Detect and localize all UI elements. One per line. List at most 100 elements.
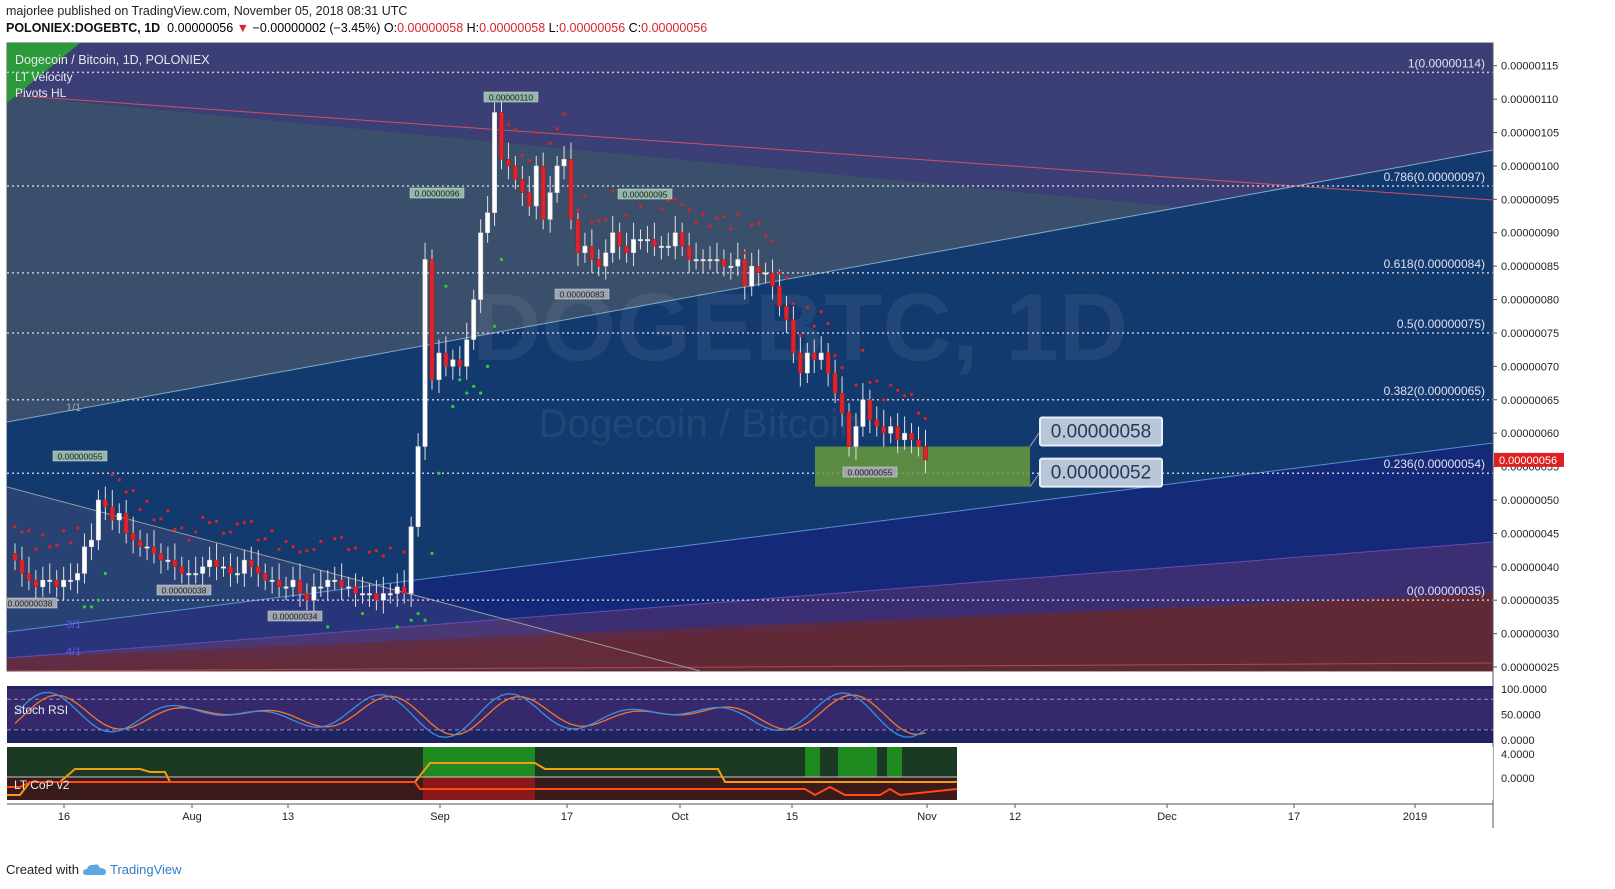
y-tick-label: 0.00000090 <box>1501 228 1559 240</box>
bearish-candle <box>519 179 525 193</box>
bearish-candle <box>214 559 220 568</box>
sar-dot <box>687 208 691 212</box>
sar-dot <box>625 213 629 217</box>
bearish-candle <box>742 259 748 287</box>
y-tick-label: 0.00000025 <box>1501 662 1559 674</box>
bullish-candle <box>478 232 484 300</box>
fib-level-label: 0.5(0.00000075) <box>1397 317 1485 331</box>
sar-dot <box>909 392 914 397</box>
sar-dot <box>729 227 733 231</box>
bullish-candle <box>554 165 560 193</box>
sar-dot <box>541 176 545 180</box>
sar-dot <box>923 416 928 421</box>
author-name[interactable]: majorlee <box>6 4 54 18</box>
sar-dot <box>638 204 643 208</box>
pivot-label: 0.00000038 <box>8 599 53 609</box>
symbol: POLONIEX:DOGEBTC, 1D <box>6 21 161 35</box>
sar-dot <box>499 257 504 262</box>
close-value: 0.00000056 <box>641 21 708 35</box>
bullish-candle <box>311 586 317 601</box>
sar-dot <box>319 539 323 543</box>
bullish-candle <box>707 259 713 262</box>
stoch-y-tick-label: 100.0000 <box>1501 684 1547 696</box>
bearish-candle <box>179 566 185 574</box>
footer: Created with TradingView <box>6 862 182 877</box>
tradingview-link[interactable]: TradingView <box>110 862 182 877</box>
bullish-candle <box>902 432 908 441</box>
sar-dot <box>166 509 170 513</box>
bullish-candle <box>485 212 491 233</box>
indicator-lt-velocity[interactable]: LT Velocity <box>15 70 73 84</box>
bullish-candle <box>471 299 477 340</box>
bullish-candle <box>234 573 240 576</box>
sar-dot <box>249 519 253 523</box>
sar-dot <box>145 499 149 503</box>
sar-dot <box>388 546 392 550</box>
bullish-candle <box>888 426 894 434</box>
sar-dot <box>221 531 226 535</box>
bearish-candle <box>797 352 803 374</box>
sar-dot <box>374 549 378 553</box>
sar-dot <box>715 216 719 220</box>
sar-dot <box>548 141 552 145</box>
sar-dot <box>784 276 789 280</box>
bearish-candle <box>832 372 838 394</box>
bullish-candle <box>380 593 386 601</box>
high-label: H: <box>466 21 480 35</box>
sar-dot <box>333 537 337 541</box>
bearish-candle <box>151 546 157 554</box>
y-tick-label: 0.00000080 <box>1501 295 1559 307</box>
sar-dot <box>96 598 100 602</box>
gann-fan-label: 1/1 <box>66 402 81 414</box>
sar-dot <box>360 611 365 616</box>
lt-cop-signal-line <box>7 781 958 797</box>
bearish-candle <box>26 573 32 581</box>
sar-dot <box>868 380 872 384</box>
gann-fan-overlay <box>7 43 700 671</box>
bearish-candle <box>228 566 233 574</box>
sar-dot <box>673 197 677 201</box>
bullish-candle <box>561 158 567 167</box>
bearish-candle <box>102 499 108 507</box>
x-tick-label: Sep <box>430 811 450 823</box>
bearish-candle <box>909 432 914 441</box>
bullish-candle <box>735 259 741 267</box>
sar-dot <box>666 199 670 203</box>
sar-dot <box>152 518 156 522</box>
bullish-candle <box>450 359 456 367</box>
lt-cop-green-block <box>805 747 820 777</box>
bullish-candle <box>728 265 734 268</box>
bearish-candle <box>262 573 268 581</box>
bullish-candle <box>610 232 616 254</box>
gann-fan-label: 4/1 <box>66 646 81 658</box>
bearish-candle <box>679 232 685 247</box>
lt-cop-y-tick-label: 0.0000 <box>1501 773 1535 785</box>
bullish-candle <box>144 546 150 549</box>
y-tick-label: 0.00000070 <box>1501 361 1559 373</box>
stoch-rsi-label[interactable]: Stoch RSI <box>14 703 69 717</box>
sar-dot <box>13 525 17 529</box>
indicator-pivots-hl[interactable]: Pivots HL <box>15 86 67 100</box>
bullish-candle <box>853 426 859 447</box>
sar-dot <box>124 490 128 494</box>
lt-cop-green-block <box>887 747 902 777</box>
sar-dot <box>367 550 372 554</box>
y-tick-label: 0.00000065 <box>1501 395 1559 407</box>
bullish-candle <box>241 559 247 574</box>
last-price-box <box>1494 452 1564 467</box>
fib-level-label: 0.618(0.00000084) <box>1384 257 1485 271</box>
y-tick-label: 0.00000085 <box>1501 261 1559 273</box>
sar-dot <box>819 309 823 314</box>
sar-dot <box>764 233 768 238</box>
bearish-candle <box>297 579 303 594</box>
sar-dot <box>486 364 490 368</box>
lt-cop-label[interactable]: LT CoP v2 <box>14 778 70 792</box>
bearish-candle <box>373 593 379 601</box>
sar-dot <box>791 301 796 306</box>
last-price-label: 0.00000056 <box>1499 455 1557 467</box>
sar-dot <box>562 112 566 116</box>
sar-dot <box>131 489 135 493</box>
bullish-candle <box>631 239 636 254</box>
sar-dot <box>659 207 663 211</box>
